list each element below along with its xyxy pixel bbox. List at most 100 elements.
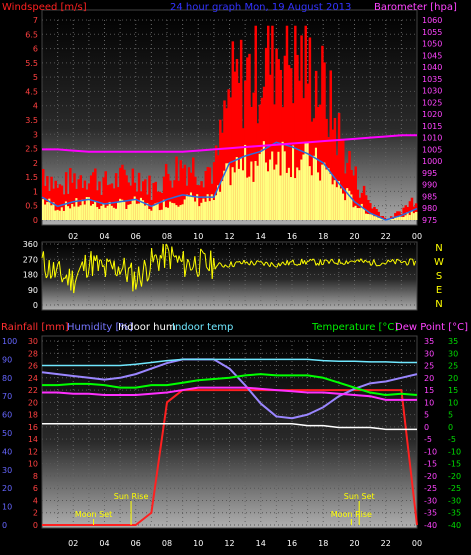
humidity-y-tick-label: 40 xyxy=(2,447,12,456)
wind-average-bar xyxy=(125,208,128,220)
dewpoint-y-tick-label: -10 xyxy=(424,447,437,456)
wind-average-bar xyxy=(285,172,289,220)
wind-gust-bar xyxy=(269,74,272,221)
humidity-line xyxy=(41,358,418,420)
barometer-y-tick-label: 1035 xyxy=(422,75,442,84)
temperature-y-tick-label: 25 xyxy=(448,362,458,371)
wind-average-bar xyxy=(271,151,274,220)
wind-direction-segment xyxy=(353,261,356,263)
wind-direction-segment xyxy=(214,266,217,270)
wind-direction-segment xyxy=(120,267,124,272)
x-tick-label-bottom: 02 xyxy=(68,539,78,548)
barometer-y-tick-label: 1050 xyxy=(422,40,442,49)
wind-average-bar xyxy=(194,201,197,220)
wind-direction-segment xyxy=(322,259,326,265)
wind-direction-segment xyxy=(387,259,390,263)
barometer-y-tick-label: 1060 xyxy=(422,16,442,25)
wind-average-bar xyxy=(117,201,120,220)
wind-average-bar xyxy=(396,216,399,220)
wind-gust-bar xyxy=(354,166,357,220)
wind-average-bar xyxy=(327,168,330,220)
wind-average-bar xyxy=(102,203,105,220)
event-label: Sun Set xyxy=(344,492,375,501)
wind-gust-bar xyxy=(294,25,297,221)
rainfall-y-tick-label: 12 xyxy=(28,447,38,456)
wind-direction-segment xyxy=(73,282,76,294)
wind-average-bar xyxy=(242,170,245,220)
wind-direction-segment xyxy=(54,269,57,278)
rainfall-y-tick-label: 4 xyxy=(33,496,38,505)
wind-average-bar xyxy=(252,181,255,220)
wind-gust-bar xyxy=(273,104,276,220)
wind-axis-title: Windspeed [m/s] xyxy=(2,2,87,13)
wind-gust-bar xyxy=(342,139,345,220)
wind-direction-segment xyxy=(116,266,119,277)
wind-average-bar xyxy=(412,213,416,220)
wind-direction-segment xyxy=(155,254,158,261)
wind-gust-bar xyxy=(304,25,307,221)
wind-gust-bar xyxy=(308,37,312,220)
wind-gust-bar xyxy=(96,190,99,220)
legend-temperature: Temperature [°C] xyxy=(311,322,398,333)
wind-direction-segment xyxy=(292,259,295,265)
wind-gust-bar xyxy=(287,65,291,220)
barometer-y-tick-label: 990 xyxy=(422,181,437,190)
wind-direction-segment xyxy=(412,259,415,266)
wind-direction-segment xyxy=(106,258,109,262)
x-tick-label-mid: 22 xyxy=(381,232,391,241)
wind-gust-bar xyxy=(56,187,60,220)
wind-gust-bar xyxy=(404,205,407,220)
x-tick-label-bottom: 00 xyxy=(412,539,422,548)
dewpoint-y-tick-label: 15 xyxy=(424,386,434,395)
wind-direction-segment xyxy=(236,261,239,263)
wind-average-bar xyxy=(162,199,166,220)
barometer-y-tick-label: 1000 xyxy=(422,157,442,166)
wind-direction-segment xyxy=(178,255,181,261)
wind-average-bar xyxy=(50,205,53,220)
wind-average-bar xyxy=(214,195,218,220)
wind-gust-bar xyxy=(344,173,347,220)
wind-average-bar xyxy=(135,203,139,220)
wind-direction-segment xyxy=(79,265,82,270)
wind-direction-segment xyxy=(384,262,388,265)
temperature-y-tick-label: -30 xyxy=(448,496,461,505)
wind-average-bar xyxy=(92,204,95,220)
wind-gust-bar xyxy=(194,176,197,220)
wind-direction-segment xyxy=(234,261,238,264)
wind-average-bar xyxy=(69,208,72,220)
compass-label: S xyxy=(436,271,442,282)
wind-average-bar xyxy=(64,201,68,220)
wind-average-bar xyxy=(258,153,262,220)
direction-y-tick-label: 0 xyxy=(33,301,38,310)
wind-gust-bar xyxy=(58,184,62,220)
wind-gust-bar xyxy=(333,117,337,220)
wind-average-bar xyxy=(75,198,78,220)
wind-gust-bar xyxy=(254,25,257,221)
wind-average-bar xyxy=(219,191,222,220)
wind-gust-bar xyxy=(92,172,95,220)
wind-direction-segment xyxy=(96,255,99,271)
wind-gust-bar xyxy=(137,172,141,220)
wind-gust-bar xyxy=(396,211,399,220)
wind-direction-segment xyxy=(380,262,383,265)
wind-direction-segment xyxy=(90,251,93,276)
wind-direction-segment xyxy=(171,246,174,255)
wind-direction-segment xyxy=(301,258,304,264)
wind-average-bar xyxy=(289,177,293,220)
wind-gust-bar xyxy=(277,59,280,221)
wind-gust-bar xyxy=(44,185,47,220)
wind-average-bar xyxy=(187,195,191,220)
humidity-y-tick-label: 100 xyxy=(2,337,17,346)
wind-average-bar xyxy=(96,207,99,220)
x-tick-label-mid: 14 xyxy=(256,232,266,241)
x-tick-label-mid: 20 xyxy=(349,232,359,241)
wind-direction-segment xyxy=(211,257,215,279)
x-tick-label-mid: 08 xyxy=(162,232,172,241)
humidity-y-tick-label: 10 xyxy=(2,503,12,512)
temperature-y-tick-label: -5 xyxy=(448,435,456,444)
humidity-y-tick-label: 30 xyxy=(2,466,12,475)
dewpoint-y-tick-label: -40 xyxy=(424,521,437,530)
wind-average-bar xyxy=(110,205,114,220)
wind-direction-segment xyxy=(166,246,170,252)
wind-average-bar xyxy=(67,206,70,220)
